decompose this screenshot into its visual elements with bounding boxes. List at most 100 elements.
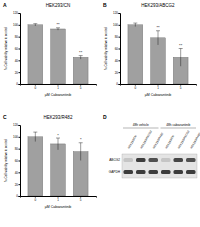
x-tick: 5: [180, 84, 182, 90]
y-tick-mark: [119, 25, 121, 26]
lane-label: HEK293/CN: [164, 134, 175, 149]
x-tick-label: 5: [80, 86, 82, 90]
y-axis-line: [19, 14, 21, 85]
error-bar: [56, 138, 60, 150]
significance: *: [57, 133, 59, 138]
y-tick: 60: [115, 47, 120, 51]
y-tick-label: 40: [115, 59, 119, 63]
significance: *: [80, 137, 82, 142]
error-bar-stem: [80, 56, 81, 60]
y-axis-title: % Cell viability relative to control: [104, 27, 108, 70]
plot-area: [28, 132, 88, 196]
row-label: GAPDH: [109, 170, 121, 174]
y-tick-mark: [19, 37, 21, 38]
x-tick-label: 0: [134, 86, 136, 90]
membrane: [122, 154, 197, 178]
lane-label: HEK293/ABCG2: [177, 129, 191, 149]
x-tick: 5: [80, 196, 82, 202]
figure: HEK293/CN020406080100120015µM Cabozantin…: [0, 0, 200, 227]
y-tick-mark: [19, 137, 21, 138]
chart: HEK293/ABCG2020406080100120015µM Cabozan…: [104, 3, 197, 97]
x-tick: 5: [80, 84, 82, 90]
band: [149, 170, 159, 174]
y-tick: 60: [15, 47, 20, 51]
plot-area: [128, 23, 188, 84]
x-tick: 1: [57, 196, 59, 202]
x-tick-label: 0: [34, 198, 36, 202]
y-tick-label: 80: [15, 35, 19, 39]
x-axis: 0 1 5: [121, 84, 197, 90]
y-tick-mark: [19, 196, 21, 197]
x-tick: 1: [57, 84, 59, 90]
x-tick-label: 1: [57, 198, 59, 202]
band: [186, 158, 196, 162]
y-tick: 80: [115, 35, 120, 39]
y-tick-label: 120: [113, 11, 118, 15]
y-tick-mark: [19, 49, 21, 50]
y-axis-line: [119, 14, 121, 85]
y-tick-label: 80: [15, 147, 19, 151]
x-tick-label: 1: [57, 86, 59, 90]
y-tick-label: 20: [15, 183, 19, 187]
error-bar: [133, 23, 137, 27]
bar: [51, 29, 66, 84]
y-tick: 120: [113, 11, 120, 15]
y-tick-label: 60: [15, 159, 19, 163]
row-label: ABCG2: [109, 158, 120, 162]
y-tick-label: 120: [13, 11, 18, 15]
y-tick: 80: [15, 35, 20, 39]
y-tick-label: 0: [116, 82, 118, 86]
y-tick-label: 120: [13, 123, 18, 127]
y-tick-label: 0: [16, 194, 18, 198]
y-tick-mark: [19, 60, 21, 61]
panel-label: A: [3, 2, 7, 8]
y-tick-mark: [19, 25, 21, 26]
y-tick-label: 20: [15, 71, 19, 75]
bar: [28, 137, 43, 196]
y-axis-title: % Cell viability relative to control: [4, 27, 8, 70]
y-tick: 40: [15, 171, 20, 175]
band: [174, 158, 184, 162]
y-tick-label: 100: [13, 23, 18, 27]
error-bar-stem: [180, 49, 181, 67]
group-label: 48h cabozantinib: [166, 123, 190, 127]
error-bar-cap: [33, 23, 37, 24]
y-tick-mark: [19, 72, 21, 73]
y-tick: 40: [15, 59, 20, 63]
significance: **: [156, 25, 160, 30]
lane-label: HEK293/CN: [127, 134, 138, 149]
error-bar: [56, 28, 60, 30]
error-bar: [79, 143, 83, 161]
error-bar-cap: [179, 48, 183, 49]
band: [186, 170, 196, 174]
plot-area: [28, 24, 88, 84]
y-axis-title: % Cell viability relative to control: [4, 139, 8, 182]
y-tick-mark: [19, 149, 21, 150]
error-bar-stem: [158, 31, 159, 45]
y-tick-mark: [119, 72, 121, 73]
error-bar-stem: [58, 28, 59, 30]
significance: **: [79, 50, 83, 55]
group-line: [123, 128, 159, 129]
x-tick: 0: [34, 196, 36, 202]
significance: **: [179, 43, 183, 48]
x-tick-label: 1: [157, 86, 159, 90]
x-axis-title: µM Cabozantinib: [145, 93, 171, 97]
band: [124, 158, 134, 162]
y-tick: 120: [13, 123, 20, 127]
band: [161, 158, 171, 162]
error-bar-cap: [56, 138, 60, 139]
bar: [128, 25, 143, 84]
y-axis: 020406080100120: [13, 123, 21, 198]
y-tick-label: 80: [115, 35, 119, 39]
y-tick: 120: [13, 11, 20, 15]
x-tick-label: 0: [34, 86, 36, 90]
y-tick-mark: [19, 184, 21, 185]
bar: [73, 57, 88, 84]
y-tick-label: 0: [16, 82, 18, 86]
error-bar-cap: [33, 132, 37, 133]
y-tick: 20: [15, 71, 20, 75]
error-bar-cap: [79, 142, 83, 143]
y-tick-mark: [119, 37, 121, 38]
panel-label: B: [103, 2, 107, 8]
